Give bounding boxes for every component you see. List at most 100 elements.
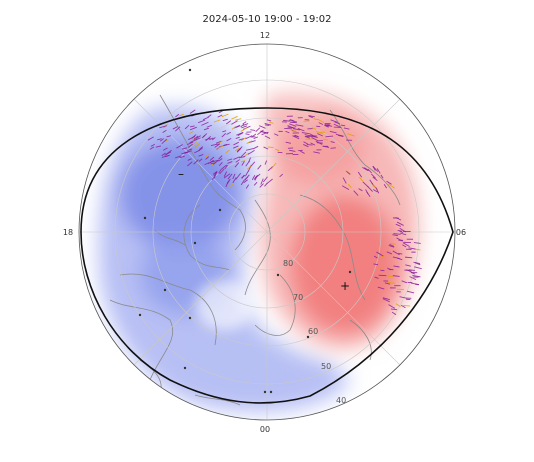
velocity-vector	[358, 176, 364, 182]
velocity-vector	[234, 147, 240, 152]
velocity-vector	[188, 130, 194, 135]
velocity-vector	[340, 124, 346, 127]
velocity-vector	[343, 127, 350, 130]
velocity-vector	[228, 183, 233, 188]
velocity-vector	[260, 178, 264, 185]
velocity-vector	[399, 296, 407, 299]
velocity-vector	[329, 130, 337, 134]
velocity-vector	[235, 159, 240, 163]
velocity-vector	[216, 145, 224, 150]
velocity-vector	[209, 137, 214, 141]
velocity-vector	[187, 161, 193, 167]
velocity-vector	[222, 118, 228, 122]
velocity-vector	[225, 120, 232, 125]
velocity-vector	[213, 119, 221, 123]
velocity-vector	[150, 143, 155, 147]
velocity-vector	[377, 286, 385, 290]
velocity-vector	[384, 282, 391, 285]
velocity-vector	[246, 165, 251, 170]
velocity-vector	[290, 128, 299, 133]
velocity-vector	[235, 172, 242, 180]
velocity-vector	[257, 129, 264, 136]
velocity-vector	[382, 298, 390, 303]
velocity-vector	[193, 159, 199, 165]
velocity-vector	[198, 147, 203, 152]
velocity-vector	[264, 135, 271, 139]
plot-title: 2024-05-10 19:00 - 19:02	[202, 14, 332, 25]
velocity-vector	[217, 114, 223, 118]
velocity-vector	[358, 188, 363, 192]
velocity-vector	[213, 171, 218, 179]
velocity-vector	[199, 146, 204, 150]
velocity-vector	[210, 143, 219, 147]
velocity-vector	[172, 126, 178, 130]
velocity-vector	[159, 125, 168, 129]
velocity-vector	[191, 141, 197, 147]
velocity-vector	[341, 185, 350, 191]
velocity-vector	[211, 137, 216, 141]
velocity-vector	[330, 119, 338, 123]
velocity-vector	[266, 119, 272, 122]
velocity-vector	[161, 152, 166, 156]
velocity-vector	[283, 119, 290, 122]
coastlines	[109, 94, 401, 406]
velocity-vector	[347, 183, 352, 188]
velocity-vector	[234, 162, 240, 168]
velocity-vector	[402, 244, 407, 248]
velocity-vector	[257, 164, 262, 170]
velocity-vector	[357, 171, 363, 178]
velocity-vector	[380, 174, 384, 179]
velocity-vector	[313, 118, 318, 121]
velocity-vector	[316, 118, 325, 123]
velocity-vector	[251, 175, 256, 181]
velocity-vector	[388, 304, 396, 309]
velocity-vector	[414, 266, 422, 270]
velocity-vector	[179, 155, 185, 159]
lat-label-80: 80	[283, 259, 293, 268]
velocity-vector	[161, 138, 168, 144]
velocity-vector	[179, 113, 184, 117]
velocity-vector	[233, 156, 240, 160]
velocity-vector	[308, 115, 315, 118]
min-marker: –	[178, 167, 184, 181]
velocity-vector	[301, 132, 309, 135]
velocity-vector	[316, 131, 323, 135]
velocity-vector	[250, 129, 256, 131]
velocity-vector	[245, 184, 250, 189]
velocity-vector	[174, 126, 181, 132]
velocity-vector	[262, 176, 268, 183]
velocity-vector	[191, 134, 197, 139]
velocity-vector	[292, 135, 300, 140]
velocity-vector	[383, 184, 388, 189]
velocity-vector	[176, 144, 183, 149]
mlt-label-18: 18	[63, 228, 73, 237]
velocity-vector	[244, 174, 250, 181]
velocity-vector	[405, 298, 411, 301]
velocity-vector	[187, 158, 192, 161]
velocity-vector	[300, 150, 305, 154]
velocity-vector	[311, 137, 319, 142]
velocity-vector	[227, 161, 233, 164]
velocity-vector	[376, 168, 381, 174]
velocity-vector	[317, 133, 323, 137]
velocity-vector	[372, 189, 378, 193]
velocity-vector	[175, 113, 180, 118]
velocity-vector	[270, 162, 277, 170]
velocity-vector	[408, 269, 415, 271]
velocity-vector	[245, 160, 250, 167]
velocity-vector	[297, 128, 305, 132]
velocity-vector	[204, 137, 211, 141]
velocity-vector	[182, 147, 188, 150]
velocity-vector	[264, 160, 268, 165]
velocity-vector	[236, 146, 243, 152]
velocity-vector	[197, 119, 206, 124]
velocity-vector	[227, 158, 233, 161]
velocity-vector	[364, 167, 370, 171]
velocity-vector	[223, 171, 228, 177]
velocity-vector	[380, 255, 386, 258]
velocity-vector	[388, 245, 395, 248]
velocity-vector	[413, 261, 421, 265]
velocity-vector	[253, 181, 258, 186]
velocity-vector	[175, 155, 182, 159]
